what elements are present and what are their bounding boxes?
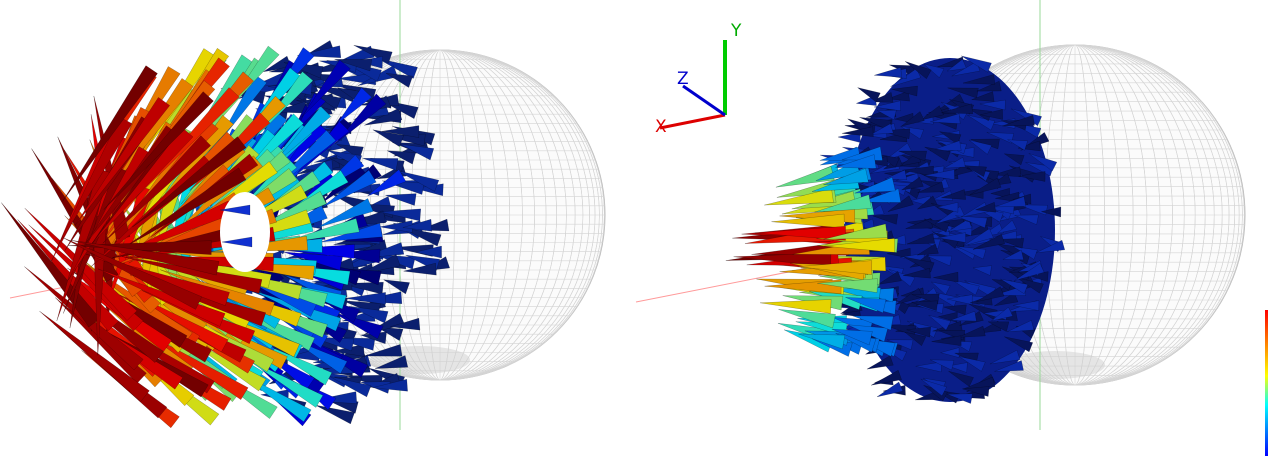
triad-x <box>660 115 725 128</box>
triad-z-label: Z <box>677 69 689 89</box>
hole <box>220 192 270 272</box>
right-field <box>726 56 1065 404</box>
triad-x-label: X <box>655 117 667 137</box>
visualization: Y X Z <box>0 0 1268 469</box>
cone <box>874 67 901 77</box>
triad-z <box>683 86 725 115</box>
axis-triad: Y X Z <box>655 21 742 137</box>
triad-y-label: Y <box>730 21 742 41</box>
